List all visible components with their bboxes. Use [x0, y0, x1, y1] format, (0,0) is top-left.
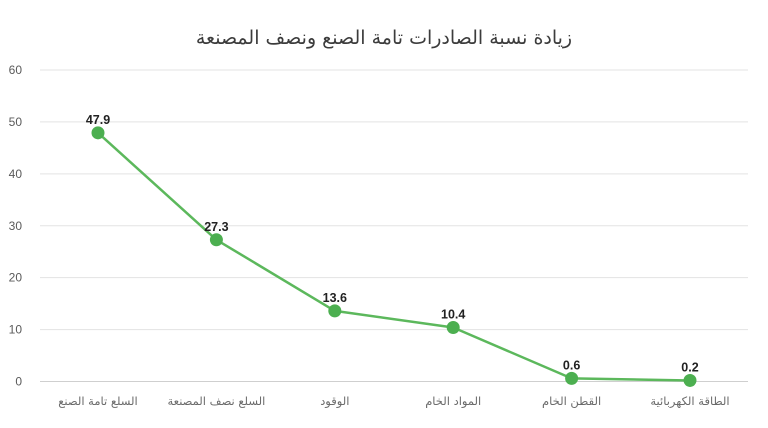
y-tick-label: 60: [9, 63, 23, 77]
data-point: [565, 371, 579, 385]
x-tick-label: الطاقة الكهربائية: [650, 394, 729, 409]
x-tick-label: السلع نصف المصنعة: [168, 394, 266, 408]
data-point: [328, 304, 342, 318]
series-line: [96, 131, 692, 382]
y-tick-label: 50: [9, 115, 23, 129]
data-point: [446, 321, 460, 335]
data-label: 27.3: [204, 220, 228, 234]
y-tick-label: 10: [9, 323, 23, 337]
x-tick-label: المواد الخام: [425, 394, 481, 409]
gridlines: [40, 69, 748, 382]
chart-title: زيادة نسبة الصادرات تامة الصنع ونصف المص…: [196, 27, 572, 49]
data-label: 47.9: [86, 113, 110, 127]
data-points: [91, 126, 697, 387]
data-label: 10.4: [441, 308, 465, 322]
y-tick-label: 40: [9, 167, 23, 181]
x-tick-label: القطن الخام: [542, 394, 601, 409]
x-tick-label: الوقود: [320, 394, 349, 409]
y-tick-label: 0: [15, 375, 22, 389]
y-tick-label: 30: [9, 219, 23, 233]
data-label: 0.2: [681, 360, 698, 374]
data-labels: 47.9 27.3 13.6 10.4 0.6 0.2: [86, 113, 699, 375]
data-point: [209, 233, 223, 247]
x-tick-label: السلع تامة الصنع: [58, 394, 138, 408]
data-point: [91, 126, 105, 140]
y-tick-label: 20: [9, 271, 23, 285]
data-label: 0.6: [563, 358, 580, 372]
series-line-group: [96, 131, 692, 382]
data-label: 13.6: [323, 291, 347, 305]
data-point: [683, 373, 697, 387]
y-axis-ticks: 0 10 20 30 40 50 60: [9, 63, 23, 389]
x-axis-ticks: السلع تامة الصنع السلع نصف المصنعة الوقود ا…: [58, 394, 729, 409]
